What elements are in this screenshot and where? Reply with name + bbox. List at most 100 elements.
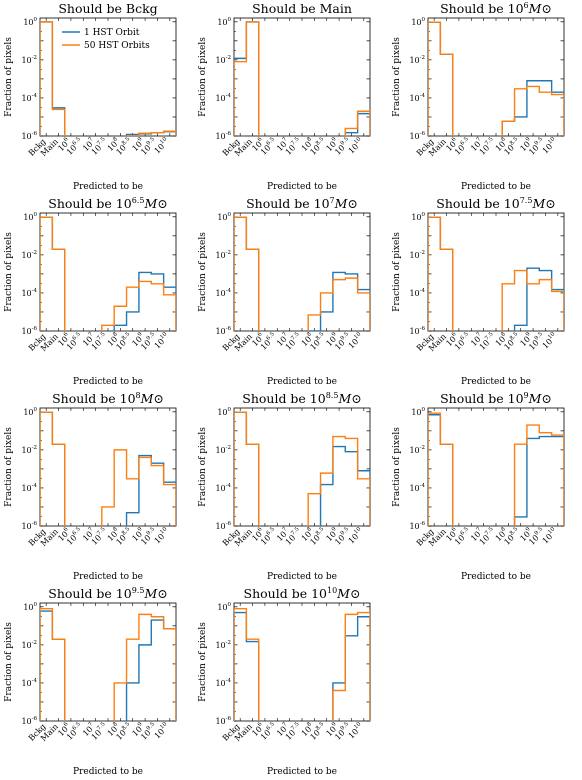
x-tick-label: 1010: [346, 721, 366, 741]
y-tick-label: 10-4: [409, 288, 425, 298]
y-tick-label: 10-2: [409, 55, 425, 65]
y-tick-label: 10-6: [21, 326, 37, 336]
x-axis-label: Predicted to be: [267, 377, 337, 387]
series-line-1-hst-orbit: [40, 216, 176, 331]
x-axis-label: Predicted to be: [461, 182, 531, 192]
y-tick-label: 100: [23, 17, 37, 27]
legend-label: 50 HST Orbits: [84, 41, 150, 51]
y-axis-label: Fraction of pixels: [198, 232, 208, 312]
y-tick-label: 10-6: [215, 326, 231, 336]
y-tick-label: 100: [217, 407, 231, 417]
y-tick-label: 10-4: [215, 288, 231, 298]
y-tick-label: 10-2: [21, 445, 37, 455]
series-line-50-hst-orbits: [40, 21, 176, 136]
y-tick-label: 100: [23, 602, 37, 612]
panel-title: Should be 1010M⊙: [244, 586, 361, 601]
y-tick-label: 100: [217, 212, 231, 222]
series-line-1-hst-orbit: [40, 411, 176, 526]
panel-title: Should be 108.5M⊙: [242, 391, 361, 406]
y-tick-label: 10-2: [409, 445, 425, 455]
series-line-50-hst-orbits: [428, 216, 564, 331]
axes-frame: [427, 407, 565, 527]
y-axis-label: Fraction of pixels: [4, 232, 14, 312]
x-axis-label: Predicted to be: [267, 767, 337, 777]
legend-label: 1 HST Orbit: [84, 28, 140, 38]
axes-frame: [233, 407, 371, 527]
x-tick-label: 1010: [152, 721, 172, 741]
series-line-50-hst-orbits: [40, 607, 176, 721]
y-tick-label: 100: [23, 212, 37, 222]
x-axis-label: Predicted to be: [73, 182, 143, 192]
y-tick-label: 10-4: [409, 93, 425, 103]
y-tick-label: 10-4: [21, 288, 37, 298]
series-line-1-hst-orbit: [234, 411, 370, 526]
x-axis-label: Predicted to be: [461, 377, 531, 387]
series-line-50-hst-orbits: [234, 216, 370, 331]
series-line-1-hst-orbit: [428, 21, 564, 136]
histogram-panel-2: Should be 106M⊙10010-210-410-6BckgMain10…: [392, 1, 565, 192]
panel-title: Should be 108M⊙: [52, 391, 164, 406]
x-axis-label: Predicted to be: [73, 377, 143, 387]
y-axis-label: Fraction of pixels: [392, 232, 402, 312]
histogram-panel-9: Should be 109.5M⊙10010-210-410-6BckgMain…: [4, 586, 177, 777]
y-axis-label: Fraction of pixels: [4, 37, 14, 117]
panel-title: Should be 109M⊙: [440, 391, 552, 406]
y-tick-label: 10-6: [21, 716, 37, 726]
y-tick-label: 10-6: [215, 521, 231, 531]
y-axis-label: Fraction of pixels: [4, 622, 14, 702]
panel-title: Should be Bckg: [58, 1, 157, 16]
y-tick-label: 10-2: [215, 445, 231, 455]
histogram-panel-3: Should be 106.5M⊙10010-210-410-6BckgMain…: [4, 196, 177, 387]
x-tick-label: 1010: [152, 526, 172, 546]
y-tick-label: 10-6: [409, 326, 425, 336]
panel-title: Should be 106.5M⊙: [48, 196, 167, 211]
x-tick-label: 1010: [346, 526, 366, 546]
series-line-50-hst-orbits: [428, 412, 564, 526]
histogram-panel-10: Should be 1010M⊙10010-210-410-6BckgMain1…: [198, 586, 371, 777]
histogram-panel-5: Should be 107.5M⊙10010-210-410-6BckgMain…: [392, 196, 565, 387]
y-tick-label: 100: [217, 17, 231, 27]
y-tick-label: 10-2: [21, 640, 37, 650]
series-line-50-hst-orbits: [234, 21, 370, 136]
series-line-50-hst-orbits: [234, 411, 370, 526]
x-axis-label: Predicted to be: [73, 572, 143, 582]
histogram-panel-4: Should be 107M⊙10010-210-410-6BckgMain10…: [198, 196, 371, 387]
y-tick-label: 10-6: [215, 131, 231, 141]
y-tick-label: 10-4: [215, 483, 231, 493]
x-axis-label: Predicted to be: [267, 572, 337, 582]
y-axis-label: Fraction of pixels: [198, 622, 208, 702]
series-line-1-hst-orbit: [40, 21, 176, 136]
series-line-1-hst-orbit: [428, 216, 564, 331]
x-axis-label: Predicted to be: [461, 572, 531, 582]
y-axis-label: Fraction of pixels: [198, 37, 208, 117]
y-tick-label: 10-2: [21, 250, 37, 260]
panel-title: Should be Main: [252, 1, 352, 16]
y-tick-label: 10-4: [409, 483, 425, 493]
y-tick-label: 10-2: [215, 250, 231, 260]
axes-frame: [233, 17, 371, 137]
y-tick-label: 10-4: [21, 678, 37, 688]
series-line-1-hst-orbit: [428, 414, 564, 526]
axes-frame: [39, 407, 177, 527]
y-axis-label: Fraction of pixels: [392, 37, 402, 117]
y-axis-label: Fraction of pixels: [4, 427, 14, 507]
x-tick-label: 1010: [346, 136, 366, 156]
y-tick-label: 100: [411, 17, 425, 27]
series-line-1-hst-orbit: [234, 216, 370, 331]
y-tick-label: 10-2: [21, 55, 37, 65]
y-tick-label: 10-6: [21, 521, 37, 531]
histogram-panel-0: Should be Bckg10010-210-410-6BckgMain106…: [4, 1, 177, 192]
x-axis-label: Predicted to be: [267, 182, 337, 192]
series-line-1-hst-orbit: [40, 610, 176, 721]
histogram-panel-6: Should be 108M⊙10010-210-410-6BckgMain10…: [4, 391, 177, 582]
series-line-1-hst-orbit: [234, 611, 370, 721]
histogram-panel-7: Should be 108.5M⊙10010-210-410-6BckgMain…: [198, 391, 371, 582]
axes-frame: [427, 212, 565, 332]
y-tick-label: 10-4: [215, 93, 231, 103]
panel-title: Should be 107M⊙: [246, 196, 358, 211]
x-tick-label: 1010: [540, 526, 560, 546]
x-tick-label: 1010: [346, 331, 366, 351]
axes-frame: [233, 602, 371, 722]
y-tick-label: 10-6: [409, 131, 425, 141]
